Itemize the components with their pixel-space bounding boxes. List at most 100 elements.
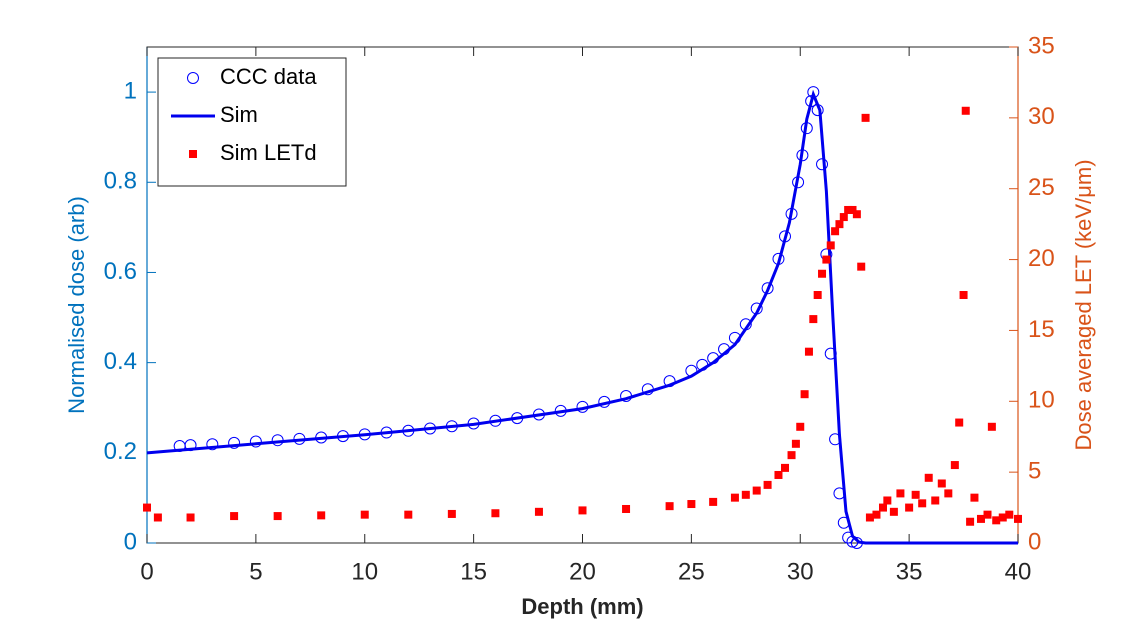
data-point [937,479,946,488]
x-tick-label: 20 [569,558,596,585]
data-point [206,438,219,451]
data-point [955,418,964,427]
data-point [249,435,262,448]
x-tick-label: 40 [1005,558,1032,585]
data-point [787,451,796,460]
data-point [763,480,772,489]
data-point [781,463,790,472]
x-tick-label: 30 [787,558,814,585]
data-point [987,422,996,431]
data-point [752,486,761,495]
x-tick-label: 0 [140,558,153,585]
data-point [791,439,800,448]
y-tick-label: 0 [124,528,137,555]
sim-line [146,89,1018,545]
y2-tick-label: 15 [1028,316,1055,343]
data-point [730,493,739,502]
data-point [186,513,195,522]
data-point [896,489,905,498]
data-point [809,315,818,324]
data-point [665,502,674,511]
data-point [404,510,413,519]
data-point [622,504,631,513]
legend-label: CCC data [220,64,317,89]
legend-marker [187,72,199,84]
data-point [857,262,866,271]
data-point [831,227,840,236]
data-point [844,205,853,214]
data-point [447,509,456,518]
data-point [944,489,953,498]
y2-tick-label: 0 [1028,528,1041,555]
legend-box [157,57,347,187]
data-point [822,255,831,264]
data-point [872,510,881,519]
data-point [143,503,151,512]
y-tick-label: 1 [124,77,137,104]
y-tick-label: 0.6 [104,258,137,285]
data-point [883,496,892,505]
data-point [961,106,970,115]
y-tick-label: 0.2 [104,438,137,465]
data-point [976,514,985,523]
data-point [878,503,887,512]
data-point [950,461,959,470]
data-point [924,473,933,482]
data-point [889,507,898,516]
data-point [905,503,914,512]
data-point [861,113,870,122]
data-point [816,158,829,171]
x-tick-label: 15 [460,558,487,585]
data-point [865,513,874,522]
data-point [1014,514,1022,523]
data-point [228,436,241,449]
y2-tick-label: 30 [1028,103,1055,130]
data-point [992,516,1001,525]
data-point [230,512,239,521]
x-tick-label: 10 [351,558,378,585]
data-point [918,499,927,508]
data-point [839,213,848,222]
y-tick-label: 0.4 [104,348,137,375]
data-point [534,507,543,516]
data-point [959,291,968,299]
data-point [578,506,587,515]
data-point [970,493,979,502]
data-point [911,490,920,499]
data-point [687,500,696,509]
data-point [360,510,369,519]
legend-label: Sim LETd [220,140,317,165]
data-point [998,513,1007,522]
data-point [774,470,783,479]
data-point [813,291,822,299]
y-axis-label: Normalised dose (arb) [64,196,89,414]
data-point [835,220,844,229]
data-point [741,490,750,499]
y2-tick-label: 25 [1028,174,1055,201]
data-point [709,497,718,506]
data-point [153,513,162,522]
y-tick-label: 0.8 [104,168,137,195]
data-point [1005,510,1014,519]
data-point [800,390,809,399]
data-point [931,496,940,505]
y2-tick-label: 35 [1028,32,1055,59]
data-point [317,511,326,520]
data-point [983,510,992,519]
y2-tick-label: 20 [1028,245,1055,272]
x-axis-label: Depth (mm) [521,594,643,619]
data-point [804,347,813,356]
y2-tick-label: 10 [1028,387,1055,414]
data-point [966,517,975,526]
y2-axis-label: Dose averaged LET (keV/μm) [1071,159,1096,450]
x-tick-label: 5 [249,558,262,585]
data-point [818,269,827,278]
data-point [491,509,500,518]
data-point [848,205,857,214]
data-point [852,210,861,219]
data-point [796,422,805,431]
data-point [273,512,282,521]
y2-tick-label: 5 [1028,457,1041,484]
